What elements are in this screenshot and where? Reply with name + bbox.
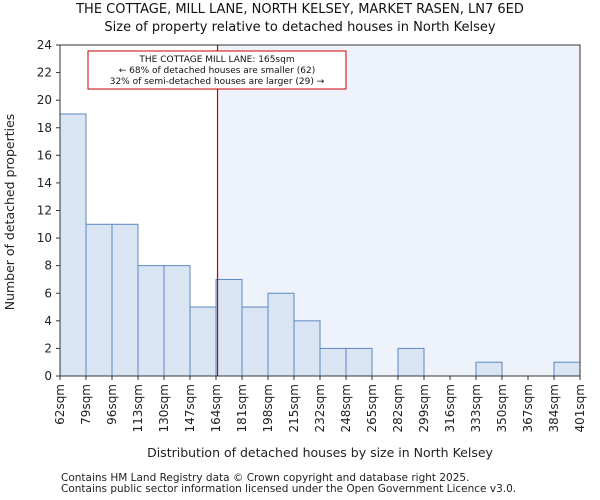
bar-164sqm — [215, 278, 243, 377]
annotation-box: THE COTTAGE MILL LANE: 165sqm ← 68% of d… — [87, 50, 347, 90]
bar-384sqm — [553, 361, 581, 377]
y-tick-label: 20 — [37, 93, 52, 107]
title-line-1: THE COTTAGE, MILL LANE, NORTH KELSEY, MA… — [76, 2, 524, 17]
x-tick-label: 333sqm — [469, 384, 483, 432]
y-tick-label: 8 — [44, 259, 52, 273]
annotation-line-3: 32% of semi-detached houses are larger (… — [110, 77, 325, 87]
y-tick-label: 6 — [44, 286, 52, 300]
x-tick-label: 401sqm — [573, 384, 587, 432]
bar-79sqm — [85, 223, 113, 377]
x-tick-label: 164sqm — [209, 384, 223, 432]
x-tick-label: 198sqm — [261, 384, 275, 432]
bar-96sqm — [111, 223, 139, 377]
bar-62sqm — [59, 113, 87, 377]
y-tick-label: 4 — [44, 314, 52, 328]
y-tick-label: 18 — [37, 121, 52, 135]
y-tick-label: 2 — [44, 341, 52, 355]
x-tick-label: 130sqm — [157, 384, 171, 432]
bar-147sqm — [189, 306, 217, 377]
x-tick-label: 113sqm — [131, 384, 145, 432]
bar-181sqm — [241, 306, 269, 377]
annotation-line-2: ← 68% of detached houses are smaller (62… — [119, 66, 316, 76]
bar-198sqm — [267, 292, 295, 377]
x-tick-label: 299sqm — [417, 384, 431, 432]
bar-113sqm — [137, 265, 165, 377]
x-tick-label: 316sqm — [443, 384, 457, 432]
footer: Contains HM Land Registry data © Crown c… — [61, 473, 516, 495]
footer-line-1: Contains HM Land Registry data © Crown c… — [61, 472, 470, 484]
y-axis-label: Number of detached properties — [2, 114, 17, 311]
annotation-line-1: THE COTTAGE MILL LANE: 165sqm — [138, 55, 294, 65]
x-tick-label: 367sqm — [521, 384, 535, 432]
x-tick-label: 181sqm — [235, 384, 249, 432]
y-tick-label: 16 — [37, 148, 52, 162]
y-tick-label: 22 — [37, 66, 52, 80]
x-tick-label: 147sqm — [183, 384, 197, 432]
y-tick-label: 0 — [44, 369, 52, 383]
y-tick-label: 24 — [37, 38, 52, 52]
annotation-frame — [87, 50, 347, 90]
bar-130sqm — [163, 265, 191, 377]
x-tick-label: 79sqm — [79, 384, 93, 425]
x-tick-label: 62sqm — [53, 384, 67, 425]
x-tick-label: 384sqm — [547, 384, 561, 432]
x-tick-label: 282sqm — [391, 384, 405, 432]
y-tick-label: 10 — [37, 231, 52, 245]
x-tick-label: 232sqm — [313, 384, 327, 432]
bar-215sqm — [293, 320, 321, 377]
chart-title: THE COTTAGE, MILL LANE, NORTH KELSEY, MA… — [0, 1, 600, 37]
x-tick-label: 215sqm — [287, 384, 301, 432]
bar-232sqm — [319, 347, 347, 377]
x-tick-label: 265sqm — [365, 384, 379, 432]
x-tick-label: 96sqm — [105, 384, 119, 425]
title-line-2: Size of property relative to detached ho… — [104, 20, 496, 35]
bar-248sqm — [345, 347, 373, 377]
x-tick-label: 248sqm — [339, 384, 353, 432]
y-tick-label: 12 — [37, 204, 52, 218]
bar-282sqm — [397, 347, 425, 377]
x-tick-label: 350sqm — [495, 384, 509, 432]
footer-line-2: Contains public sector information licen… — [61, 483, 517, 495]
x-axis: 62sqm 79sqm 96sqm 113sqm 130sqm 147sqm 164sqm 1… — [53, 376, 587, 432]
y-tick-label: 14 — [37, 176, 52, 190]
x-axis-label: Distribution of detached houses by size … — [147, 445, 493, 460]
bar-333sqm — [475, 361, 503, 377]
